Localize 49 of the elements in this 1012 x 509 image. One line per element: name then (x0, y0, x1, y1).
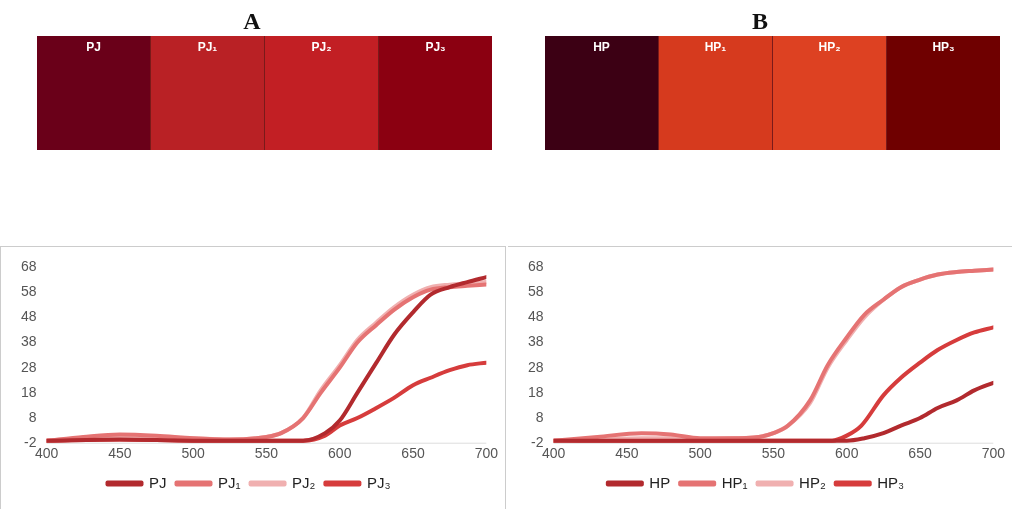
x-tick-label: 600 (328, 445, 352, 462)
color-swatch: HP₁ (658, 36, 772, 150)
color-swatch: HP (545, 36, 658, 150)
x-tick-label: 700 (474, 445, 499, 462)
y-tick-label: 58 (527, 283, 544, 300)
x-tick-label: 450 (108, 445, 132, 462)
chart-title: B (751, 7, 769, 36)
x-tick-label: 650 (908, 445, 932, 462)
y-tick-label: 8 (28, 408, 37, 425)
chart-title: A (242, 7, 262, 36)
legend-label: PJ₁ (218, 473, 241, 491)
x-tick-label: 400 (34, 445, 59, 462)
y-tick-label: 48 (527, 308, 544, 325)
color-swatch: PJ₁ (150, 36, 264, 150)
x-tick-label: 600 (835, 445, 859, 462)
x-tick-label: 400 (541, 445, 566, 462)
legend-label: HP₂ (799, 473, 826, 491)
y-tick-label: 38 (20, 333, 37, 350)
x-tick-label: 550 (761, 445, 786, 462)
y-tick-label: 18 (20, 383, 37, 400)
y-tick-label: 68 (527, 257, 544, 274)
y-tick-label: 28 (20, 358, 37, 375)
legend-label: PJ₃ (366, 473, 391, 491)
legend-label: HP₁ (721, 473, 748, 491)
x-tick-label: 500 (181, 445, 206, 462)
legend-label: PJ (148, 473, 167, 491)
y-tick-label: 48 (20, 308, 37, 325)
x-tick-label: 500 (688, 445, 713, 462)
color-swatch: PJ (37, 36, 150, 150)
line-series (553, 380, 994, 443)
x-tick-label: 550 (254, 445, 279, 462)
color-swatch: PJ₂ (264, 36, 378, 150)
color-swatch: PJ₃ (378, 36, 492, 150)
legend-label: PJ₂ (292, 473, 316, 491)
x-tick-label: 700 (981, 445, 1006, 462)
legend-label: HP₃ (877, 473, 905, 491)
y-tick-label: 68 (20, 257, 37, 274)
y-tick-label: 18 (527, 383, 544, 400)
color-swatch: HP₂ (772, 36, 886, 150)
y-tick-label: 28 (527, 358, 544, 375)
y-tick-label: 58 (20, 283, 37, 300)
y-tick-label: -2 (24, 434, 37, 451)
y-tick-label: 8 (535, 408, 544, 425)
x-tick-label: 650 (401, 445, 425, 462)
x-tick-label: 450 (615, 445, 639, 462)
color-swatch: HP₃ (886, 36, 1000, 150)
legend-label: HP (649, 473, 671, 491)
y-tick-label: 38 (527, 333, 544, 350)
y-tick-label: -2 (531, 434, 544, 451)
